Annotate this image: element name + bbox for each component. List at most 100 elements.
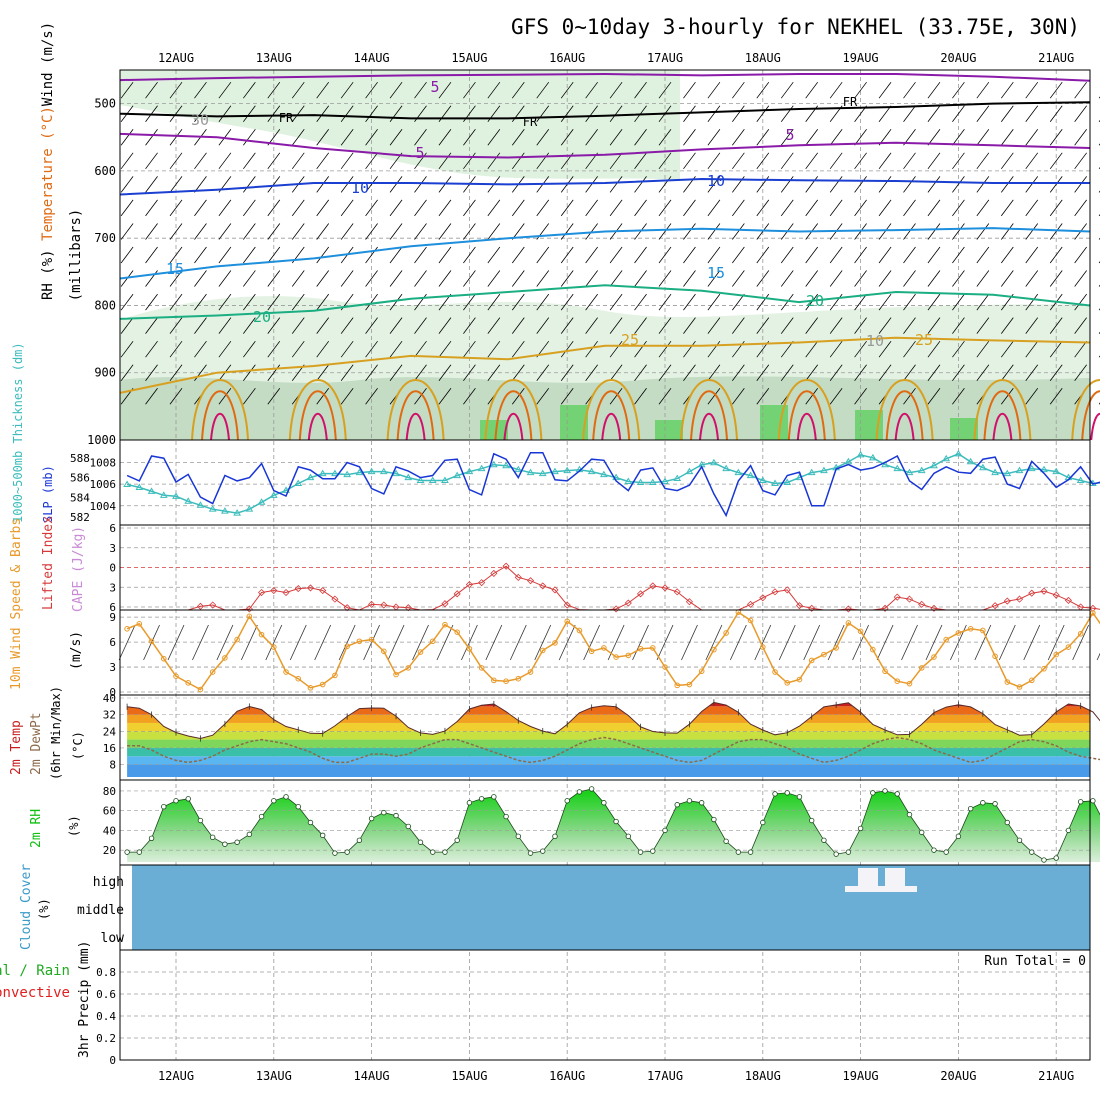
wind-barb: [927, 340, 941, 358]
wind-barb: [854, 199, 867, 217]
rh-point: [625, 833, 632, 840]
wind-barb: [194, 340, 207, 358]
wind-barb: [560, 246, 574, 264]
wind-barb: [487, 152, 501, 170]
rh-point: [931, 847, 937, 853]
wind-barb: [658, 129, 672, 146]
wind-barb: [120, 223, 134, 240]
date-label-top: 13AUG: [256, 51, 292, 65]
wind-barb: [218, 246, 232, 264]
lifted-index-point: [490, 569, 498, 577]
contour-line-25: [875, 379, 934, 441]
wind-barb: [340, 340, 354, 358]
wind-speed-point: [894, 678, 901, 684]
wind-barb: [243, 129, 256, 146]
wind-barb: [707, 293, 721, 311]
wind-tick-label: 0: [109, 686, 116, 699]
thickness-point: [758, 476, 767, 484]
lifted-tick-label: 0: [109, 562, 116, 575]
y-tick-label: 1000: [87, 433, 116, 447]
wind-barb: [414, 199, 427, 217]
wind-barb: [340, 270, 354, 287]
rh-point: [503, 813, 509, 820]
wind-barb: [169, 152, 183, 170]
wind-barb: [243, 340, 256, 358]
wind-barb: [805, 340, 819, 358]
wind-barb: [438, 129, 452, 146]
wind-barb: [732, 129, 745, 146]
surface-wind-barb: [705, 624, 723, 661]
wind-speed-point: [625, 652, 632, 659]
surface-wind-barb: [754, 624, 772, 661]
wind-barb: [120, 81, 134, 99]
wind-barb: [340, 152, 354, 170]
wind-barb: [145, 199, 158, 217]
wind-barb: [683, 293, 696, 311]
contour-line-25: [386, 379, 445, 441]
rh-point: [307, 819, 314, 826]
rh-saturated-bar: [950, 418, 978, 440]
wind-speed-point: [319, 681, 326, 688]
thickness-point: [746, 471, 755, 479]
wind-barb: [976, 176, 990, 193]
lifted-index-point: [380, 601, 388, 609]
temp-tick-label: 24: [103, 725, 117, 738]
wind-barb: [365, 364, 378, 381]
wind-barb: [120, 129, 134, 146]
wind-barb: [145, 293, 158, 311]
thickness-point: [208, 505, 217, 512]
wind-barb: [732, 317, 745, 334]
contour-line-35: [1090, 412, 1100, 441]
rh-point: [246, 831, 253, 838]
thickness-point: [477, 464, 486, 472]
wind-speed-point: [992, 653, 998, 660]
wind-barb: [634, 129, 647, 146]
temp-tick-label: 32: [103, 709, 116, 722]
wind-barb: [463, 293, 476, 311]
contour-line-35: [796, 412, 817, 441]
wind-barb: [316, 246, 330, 264]
wind-barb: [854, 270, 867, 287]
wind-barb: [952, 176, 965, 193]
contour-line-25: [973, 379, 1032, 441]
wind-barb: [536, 129, 550, 146]
thickness-point: [306, 473, 315, 481]
contour-label: 5: [430, 78, 439, 96]
lifted-index-point: [636, 590, 645, 598]
temperature-band: [127, 739, 1090, 748]
wind-barb: [243, 105, 256, 122]
y-tick-label: 600: [94, 164, 116, 178]
rh-point: [405, 823, 411, 830]
thickness-point: [379, 467, 388, 475]
wind-barb: [585, 105, 598, 122]
thickness-point: [783, 478, 792, 485]
wind-barb: [560, 129, 574, 146]
lifted-index-point: [478, 579, 486, 587]
precip-tick-label: 0.8: [96, 966, 116, 979]
wind-barb: [1049, 246, 1063, 264]
rh-point: [894, 791, 900, 797]
wind-barb: [805, 129, 819, 146]
wind-barb: [145, 152, 158, 170]
surface-wind-barb: [192, 624, 209, 661]
wind-barb: [878, 270, 892, 287]
surface-wind-barb: [363, 624, 380, 661]
wind-barb: [389, 223, 403, 240]
wind-barb: [634, 152, 647, 170]
wind-barb: [683, 129, 696, 146]
lifted-index-point: [747, 600, 755, 608]
thickness-point: [245, 505, 254, 512]
wind-barb: [291, 152, 305, 170]
wind-barb: [683, 317, 696, 334]
wind-barb: [511, 270, 525, 287]
wind-barb: [732, 105, 745, 122]
surface-wind-barb: [216, 624, 234, 661]
wind-barb: [609, 340, 623, 358]
rh-point: [698, 800, 705, 806]
wind-barb: [120, 293, 134, 311]
lifted-index-point: [1089, 604, 1097, 612]
wind-barb: [756, 293, 770, 311]
wind-barb: [340, 176, 354, 193]
wind-barb: [780, 199, 794, 217]
wind-speed-point: [417, 649, 424, 655]
